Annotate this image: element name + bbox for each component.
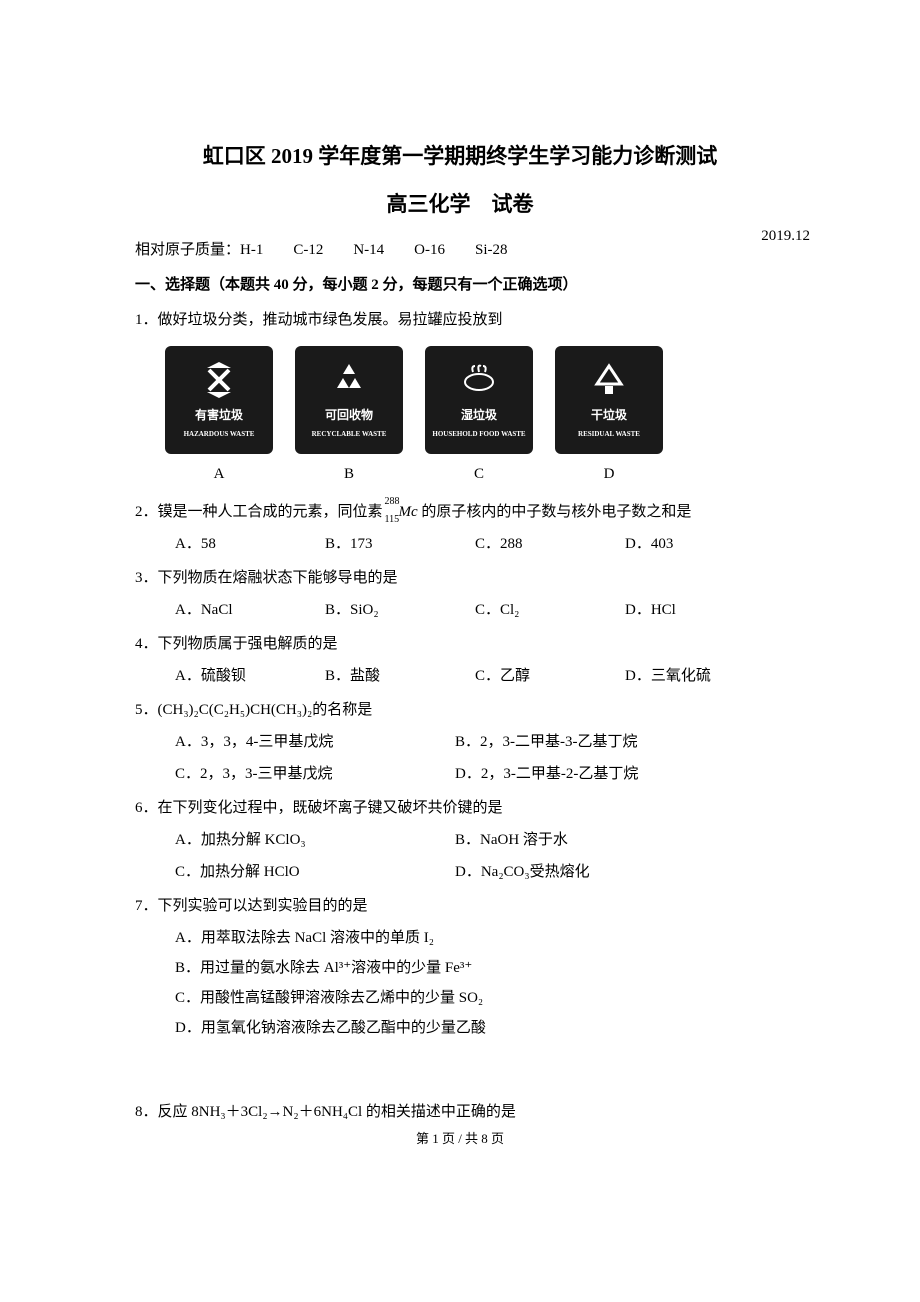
page-title-sub: 高三化学 试卷 [135, 188, 785, 218]
question-1: 1．做好垃圾分类，推动城市绿色发展。易拉罐应投放到 有害垃圾 HAZARDOUS… [135, 308, 785, 486]
page-footer: 第 1 页 / 共 8 页 [0, 1128, 920, 1147]
bin-letter-b: B [295, 462, 403, 486]
q7-text: 7．下列实验可以达到实验目的的是 [135, 894, 785, 918]
bin-b-en: RECYCLABLE WASTE [312, 429, 387, 440]
bin-letter-a: A [165, 462, 273, 486]
question-3: 3．下列物质在熔融状态下能够导电的是 A．NaCl B．SiO₂ C．Cl₂ D… [135, 566, 785, 622]
q5-options-2: C．2，3，3-三甲基戊烷 D．2，3-二甲基-2-乙基丁烷 [175, 762, 785, 786]
q7-opt-c: C．用酸性高锰酸钾溶液除去乙烯中的少量 SO₂ [175, 986, 785, 1010]
bin-c-cn: 湿垃圾 [461, 406, 497, 425]
q3-opt-d: D．HCl [625, 598, 775, 622]
q8-text: 8．反应 8NH₃＋3Cl₂→N₂＋6NH₄Cl 的相关描述中正确的是 [135, 1100, 785, 1124]
q4-opt-b: B．盐酸 [325, 664, 475, 688]
q2-opt-c: C．288 [475, 532, 625, 556]
q3-options: A．NaCl B．SiO₂ C．Cl₂ D．HCl [175, 598, 785, 622]
bin-letter-d: D [555, 462, 663, 486]
bin-hazardous: 有害垃圾 HAZARDOUS WASTE [165, 346, 273, 454]
q1-text: 1．做好垃圾分类，推动城市绿色发展。易拉罐应投放到 [135, 308, 785, 332]
q6-opt-c: C．加热分解 HClO [175, 860, 455, 884]
recyclable-icon [329, 360, 369, 400]
q5-opt-c: C．2，3，3-三甲基戊烷 [175, 762, 455, 786]
q2-mass: 288 [385, 494, 400, 510]
q2-opt-b: B．173 [325, 532, 475, 556]
q5-options-1: A．3，3，4-三甲基戊烷 B．2，3-二甲基-3-乙基丁烷 [175, 730, 785, 754]
q6-options-1: A．加热分解 KClO₃ B．NaOH 溶于水 [175, 828, 785, 852]
q4-opt-c: C．乙醇 [475, 664, 625, 688]
bin-b-cn: 可回收物 [325, 406, 373, 425]
q7-opt-b: B．用过量的氨水除去 Al³⁺溶液中的少量 Fe³⁺ [175, 956, 785, 980]
q5-opt-d: D．2，3-二甲基-2-乙基丁烷 [455, 762, 735, 786]
question-2: 2．镆是一种人工合成的元素，同位素288115Mc 的原子核内的中子数与核外电子… [135, 500, 785, 556]
q2-opt-a: A．58 [175, 532, 325, 556]
q2-text-after: 的原子核内的中子数与核外电子数之和是 [418, 504, 692, 520]
q4-opt-a: A．硫酸钡 [175, 664, 325, 688]
q3-text: 3．下列物质在熔融状态下能够导电的是 [135, 566, 785, 590]
q7-opt-d: D．用氢氧化钠溶液除去乙酸乙酯中的少量乙酸 [175, 1016, 785, 1040]
bin-d-en: RESIDUAL WASTE [578, 429, 640, 440]
exam-date: 2019.12 [761, 228, 810, 245]
q5-opt-a: A．3，3，4-三甲基戊烷 [175, 730, 455, 754]
question-5: 5．(CH₃)₂C(C₂H₅)CH(CH₃)₂的名称是 A．3，3，4-三甲基戊… [135, 698, 785, 786]
question-8: 8．反应 8NH₃＋3Cl₂→N₂＋6NH₄Cl 的相关描述中正确的是 [135, 1100, 785, 1124]
q5-text: 5．(CH₃)₂C(C₂H₅)CH(CH₃)₂的名称是 [135, 698, 785, 722]
bin-residual: 干垃圾 RESIDUAL WASTE [555, 346, 663, 454]
q5-opt-b: B．2，3-二甲基-3-乙基丁烷 [455, 730, 735, 754]
q4-opt-d: D．三氧化硫 [625, 664, 775, 688]
q7-opt-a: A．用萃取法除去 NaCl 溶液中的单质 I₂ [175, 926, 785, 950]
question-4: 4．下列物质属于强电解质的是 A．硫酸钡 B．盐酸 C．乙醇 D．三氧化硫 [135, 632, 785, 688]
q2-symbol: Mc [399, 504, 418, 520]
q3-opt-c: C．Cl₂ [475, 598, 625, 622]
atomic-mass-info: 相对原子质量：H-1 C-12 N-14 O-16 Si-28 [135, 238, 785, 259]
q2-opt-d: D．403 [625, 532, 775, 556]
section-title: 一、选择题（本题共 40 分，每小题 2 分，每题只有一个正确选项） [135, 273, 785, 294]
bin-letters: A B C D [165, 462, 785, 486]
bin-recyclable: 可回收物 RECYCLABLE WASTE [295, 346, 403, 454]
bin-food: 湿垃圾 HOUSEHOLD FOOD WASTE [425, 346, 533, 454]
page-title-main: 虹口区 2019 学年度第一学期期终学生学习能力诊断测试 [135, 140, 785, 170]
bin-c-en: HOUSEHOLD FOOD WASTE [432, 429, 525, 440]
bin-letter-c: C [425, 462, 533, 486]
q2-text-before: 2．镆是一种人工合成的元素，同位素 [135, 504, 383, 520]
food-icon [459, 360, 499, 400]
q3-opt-a: A．NaCl [175, 598, 325, 622]
question-7: 7．下列实验可以达到实验目的的是 A．用萃取法除去 NaCl 溶液中的单质 I₂… [135, 894, 785, 1040]
bin-a-cn: 有害垃圾 [195, 406, 243, 425]
q6-opt-a: A．加热分解 KClO₃ [175, 828, 455, 852]
bin-d-cn: 干垃圾 [591, 406, 627, 425]
hazardous-icon [199, 360, 239, 400]
q2-text: 2．镆是一种人工合成的元素，同位素288115Mc 的原子核内的中子数与核外电子… [135, 500, 785, 524]
bin-a-en: HAZARDOUS WASTE [184, 429, 255, 440]
residual-icon [589, 360, 629, 400]
question-6: 6．在下列变化过程中，既破坏离子键又破坏共价键的是 A．加热分解 KClO₃ B… [135, 796, 785, 884]
q6-opt-d: D．Na₂CO₃受热熔化 [455, 860, 735, 884]
q2-options: A．58 B．173 C．288 D．403 [175, 532, 785, 556]
q4-text: 4．下列物质属于强电解质的是 [135, 632, 785, 656]
q4-options: A．硫酸钡 B．盐酸 C．乙醇 D．三氧化硫 [175, 664, 785, 688]
bins-row: 有害垃圾 HAZARDOUS WASTE 可回收物 RECYCLABLE WAS… [165, 346, 785, 454]
q6-text: 6．在下列变化过程中，既破坏离子键又破坏共价键的是 [135, 796, 785, 820]
q6-options-2: C．加热分解 HClO D．Na₂CO₃受热熔化 [175, 860, 785, 884]
spacer [135, 1050, 785, 1100]
q6-opt-b: B．NaOH 溶于水 [455, 828, 735, 852]
q2-atomic: 115 [385, 512, 400, 528]
q3-opt-b: B．SiO₂ [325, 598, 475, 622]
